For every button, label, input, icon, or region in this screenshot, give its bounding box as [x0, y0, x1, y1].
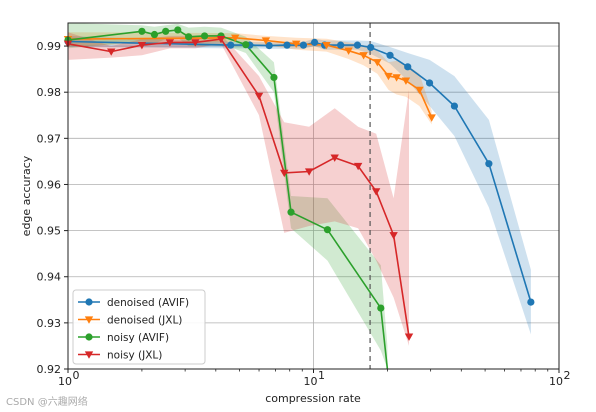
data-point: [371, 188, 381, 196]
y-tick-label: 0.94: [37, 271, 62, 284]
legend: denoised (AVIF) denoised (JXL) noisy (AVIF…: [72, 289, 206, 365]
data-point: [353, 162, 363, 171]
data-point: [291, 40, 301, 48]
y-tick-label: 0.95: [37, 225, 62, 238]
data-point: [165, 39, 175, 47]
data-point: [310, 38, 319, 46]
data-point: [216, 35, 226, 44]
x-tick-label: 10: [58, 375, 72, 388]
data-point: [450, 102, 459, 110]
data-point: [330, 154, 339, 162]
data-point: [299, 41, 308, 49]
series-markers-1: [63, 34, 436, 122]
x-tick-label: 10: [304, 375, 318, 388]
watermark: CSDN @六趣网络: [6, 397, 88, 408]
data-point: [389, 232, 398, 240]
data-point: [150, 30, 159, 39]
x-tick-exponent: 2: [564, 369, 571, 382]
data-point: [415, 86, 424, 95]
data-point: [227, 41, 235, 49]
data-point: [322, 41, 331, 50]
y-axis-label: edge accuracy: [20, 155, 33, 236]
x-axis-label: compression rate: [265, 392, 361, 405]
data-point: [384, 72, 393, 81]
y-tick-label: 0.99: [37, 40, 62, 53]
data-point: [304, 168, 314, 176]
data-point: [265, 42, 273, 50]
data-point: [283, 41, 291, 49]
x-tick-exponent: 1: [318, 369, 325, 382]
data-point: [287, 208, 295, 216]
legend-label: noisy (JXL): [107, 350, 162, 362]
data-point: [359, 52, 368, 60]
legend-label: noisy (AVIF): [107, 332, 169, 344]
y-tick-label: 0.92: [37, 363, 62, 376]
series-markers-3: [63, 35, 414, 341]
legend-label: denoised (JXL): [107, 315, 182, 327]
data-point: [392, 74, 401, 82]
x-tick-exponent: 0: [73, 369, 80, 382]
data-point: [373, 59, 382, 67]
data-point: [427, 114, 436, 122]
data-point: [107, 48, 116, 56]
data-point: [185, 33, 193, 41]
data-point: [138, 27, 146, 35]
series-markers-0: [64, 37, 535, 306]
data-point: [425, 79, 434, 87]
data-point: [261, 37, 271, 45]
data-point: [404, 333, 414, 341]
data-point: [280, 169, 289, 178]
data-point: [174, 26, 182, 34]
data-point: [386, 51, 394, 59]
axis-ticks: 10 0 10 1 10 20.920.930.940.950.960.970.980.9…: [37, 40, 571, 388]
data-point: [162, 27, 170, 35]
data-point: [323, 226, 332, 234]
data-point: [485, 160, 493, 168]
data-point: [527, 298, 535, 306]
confidence-bands: [68, 23, 531, 369]
data-point: [191, 39, 200, 47]
legend-swatch-marker: [85, 333, 93, 341]
y-tick-label: 0.96: [37, 178, 62, 191]
series-line-3: [67, 38, 410, 337]
data-point: [200, 32, 209, 40]
y-tick-label: 0.98: [37, 86, 62, 99]
legend-label: denoised (AVIF): [107, 297, 189, 309]
y-tick-label: 0.93: [37, 317, 62, 330]
y-tick-label: 0.97: [37, 132, 62, 145]
data-point: [344, 47, 353, 55]
x-tick-label: 10: [549, 375, 563, 388]
legend-swatch-marker: [84, 316, 94, 324]
data-point: [367, 43, 375, 52]
data-point: [242, 41, 250, 49]
data-point: [353, 41, 362, 49]
series-markers: [63, 26, 535, 341]
data-point: [337, 41, 345, 49]
data-point: [404, 63, 412, 71]
data-point: [270, 73, 278, 82]
legend-swatch-marker: [85, 298, 93, 306]
data-point: [137, 41, 147, 50]
data-point: [254, 92, 264, 101]
band-1: [68, 32, 432, 125]
data-point: [377, 304, 385, 312]
legend-swatch-marker: [84, 351, 94, 359]
band-3: [68, 32, 409, 346]
data-point: [401, 77, 411, 85]
legend-box: [72, 289, 206, 365]
data-point: [231, 34, 240, 42]
